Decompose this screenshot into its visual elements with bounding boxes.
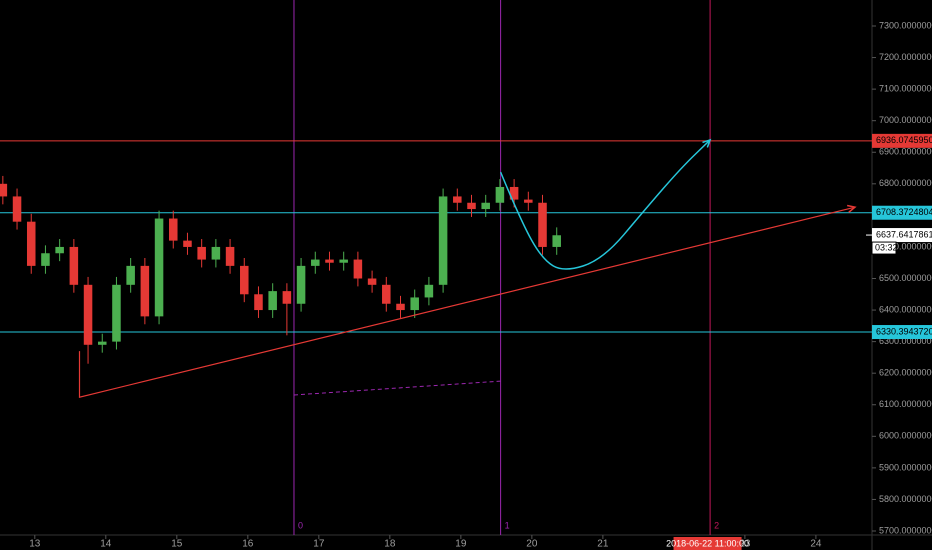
y-tick-label: 6000.00000000 — [879, 431, 932, 441]
y-tick-label: 6200.00000000 — [879, 368, 932, 378]
candle-body — [339, 259, 348, 263]
x-tick-label: 18 — [384, 539, 396, 550]
candle-body — [467, 202, 476, 210]
current-price-label: 6637.64178611 — [876, 229, 932, 239]
candle-body — [112, 284, 121, 342]
x-tick-label: 21 — [597, 539, 609, 550]
x-tick-label: 23 — [739, 539, 751, 550]
y-tick-label: 7100.00000000 — [879, 84, 932, 94]
candle-body — [311, 259, 320, 266]
y-tick-label: 7000.00000000 — [879, 115, 932, 125]
y-tick-label: 7300.00000000 — [879, 20, 932, 30]
candle-body — [197, 246, 206, 260]
current-price-box — [872, 228, 932, 243]
candle-body — [509, 186, 519, 200]
y-tick-label: 6100.00000000 — [879, 399, 932, 409]
price-label-box — [872, 133, 932, 148]
dashed-line — [293, 380, 501, 396]
y-tick-label: 6900.00000000 — [879, 147, 932, 157]
x-tick-label: 14 — [100, 539, 112, 550]
candle-body — [254, 294, 263, 311]
price-label: 6708.37248044 — [876, 207, 932, 217]
candle-body — [83, 284, 93, 345]
x-tick-label: 13 — [29, 539, 41, 550]
x-tick-label: 20 — [526, 539, 538, 550]
x-tick-label: 17 — [313, 539, 325, 550]
candle-body — [282, 291, 292, 304]
candle-body — [396, 303, 405, 311]
y-tick-label: 6800.00000000 — [879, 178, 932, 188]
x-tick-label: 16 — [242, 539, 254, 550]
price-label: 6330.39437200 — [876, 326, 932, 336]
candle-body — [524, 199, 533, 203]
time-zone-label: 1 — [505, 520, 510, 530]
candle-body — [154, 218, 164, 317]
candle-body — [240, 265, 249, 295]
y-tick-label: 5800.00000000 — [879, 494, 932, 504]
y-tick-label: 5700.00000000 — [879, 525, 932, 535]
y-tick-label: 6600.00000000 — [879, 241, 932, 251]
candle-body — [69, 246, 79, 285]
candle-body — [296, 265, 306, 304]
candle-body — [325, 259, 334, 263]
time-zone-label: 0 — [298, 520, 303, 530]
x-tick-label: 19 — [455, 539, 467, 550]
candle-body — [126, 265, 135, 285]
candle-body — [41, 253, 50, 266]
y-tick-label: 6500.00000000 — [879, 273, 932, 283]
candle-body — [97, 341, 107, 345]
projection-curve — [499, 139, 711, 270]
candle-body — [367, 278, 377, 285]
candle-body — [183, 240, 192, 247]
candle-body — [211, 246, 221, 260]
candle-body — [169, 218, 178, 241]
candle-body — [268, 291, 277, 311]
candle-body — [410, 297, 419, 311]
candle-body — [140, 265, 150, 317]
y-tick-label: 6300.00000000 — [879, 336, 932, 346]
candle-body — [26, 221, 36, 266]
y-tick-label: 7200.00000000 — [879, 52, 932, 62]
y-tick-label: 6400.00000000 — [879, 304, 932, 314]
candle-body — [552, 235, 561, 247]
curve-arrow — [702, 138, 712, 148]
candle-body — [438, 196, 448, 285]
time-zone-label: 2 — [714, 520, 719, 530]
candle-body — [382, 284, 391, 304]
x-tick-label: 15 — [171, 539, 183, 550]
candle-body — [225, 246, 235, 266]
y-tick-label: 5900.00000000 — [879, 462, 932, 472]
crosshair-label: 2018-06-22 11:00:00 — [666, 538, 749, 548]
candle-body — [424, 284, 434, 298]
timer-label: 03:32 — [875, 242, 898, 252]
candle-body — [453, 196, 462, 203]
candle-body — [353, 259, 363, 279]
price-label-box — [872, 325, 932, 340]
price-label: 6936.07459500 — [876, 135, 932, 145]
candle-body — [495, 186, 505, 203]
trend-arrow — [846, 204, 857, 213]
crosshair-box — [673, 537, 742, 550]
timer-box — [871, 241, 897, 255]
trend-line — [78, 206, 856, 398]
candle-body — [12, 196, 22, 222]
candle-body — [481, 202, 490, 210]
candle-body — [0, 183, 8, 197]
candle-body — [55, 246, 64, 254]
price-label-box — [872, 205, 932, 220]
x-tick-label: 24 — [810, 539, 822, 550]
candle-body — [538, 202, 547, 247]
